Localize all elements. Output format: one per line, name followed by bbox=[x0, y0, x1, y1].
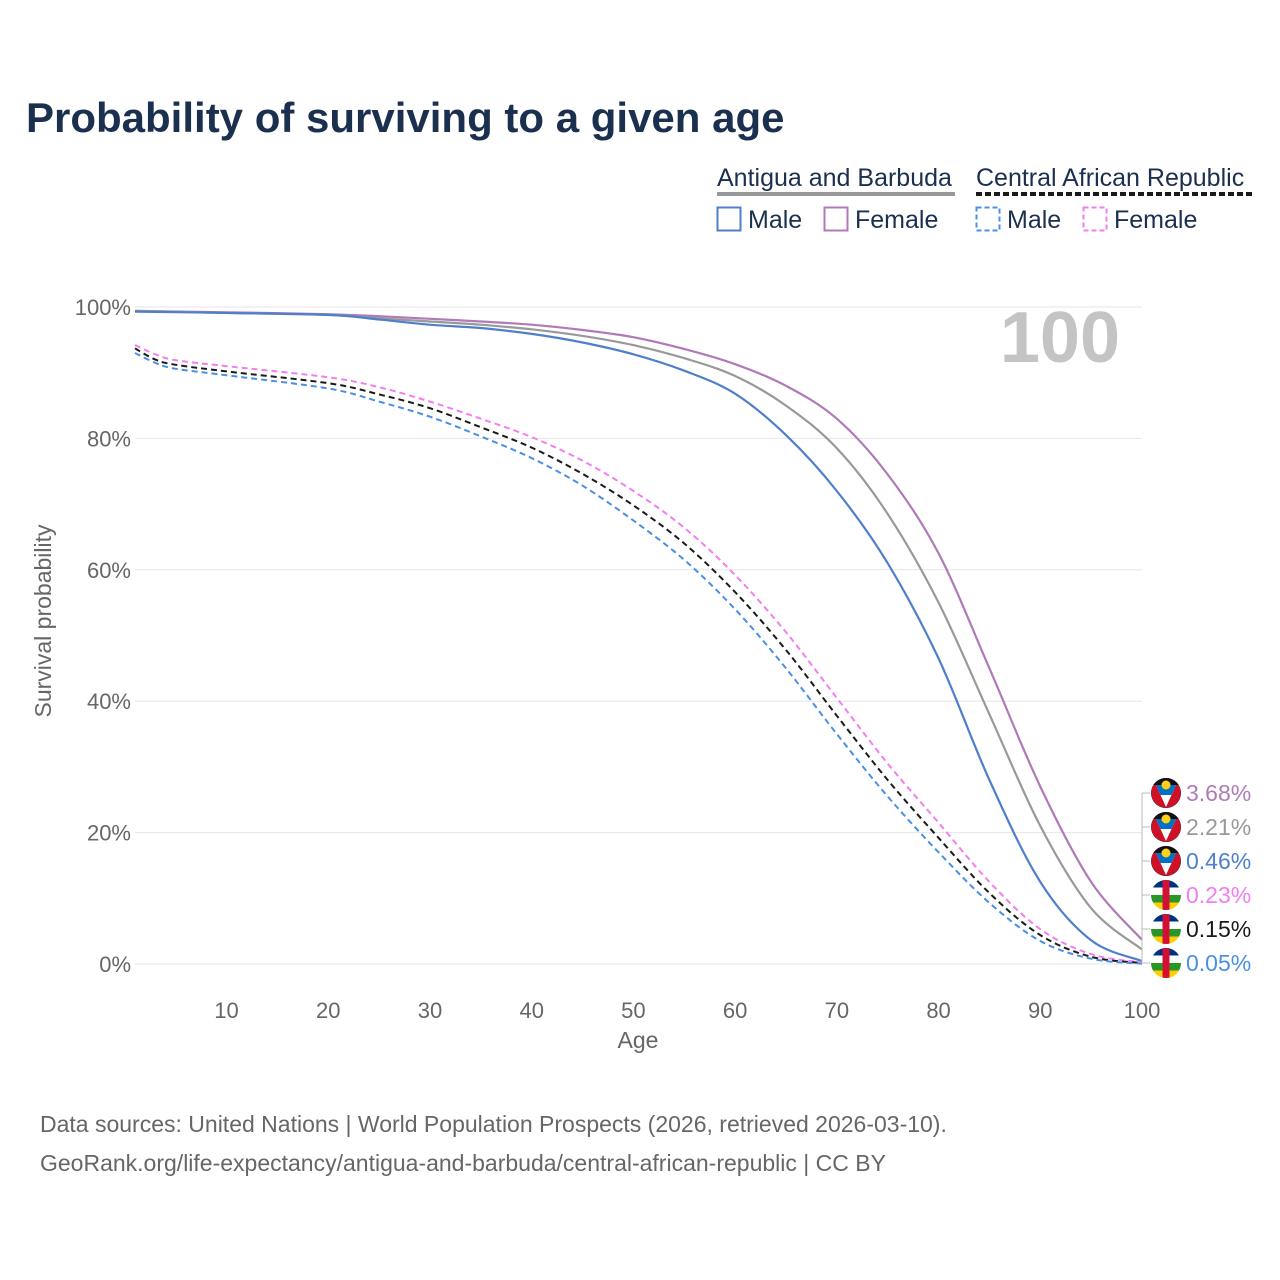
legend-label-ab-male[interactable]: Male bbox=[748, 206, 802, 234]
x-tick-label: 10 bbox=[214, 998, 238, 1023]
y-axis-ticks: 0% 20% 40% 60% 80% 100% bbox=[75, 295, 131, 977]
end-marker-flag bbox=[1151, 948, 1181, 978]
x-axis-label: Age bbox=[618, 1027, 659, 1053]
end-marker-label: 3.68% bbox=[1186, 780, 1251, 806]
antigua-and-barbuda-flag-icon bbox=[1151, 778, 1181, 808]
end-marker-label: 0.05% bbox=[1186, 950, 1251, 976]
series-line-central-african-republic-total[interactable] bbox=[134, 347, 1143, 964]
series-line-antigua-and-barbuda-total[interactable] bbox=[134, 309, 1143, 951]
x-tick-label: 30 bbox=[418, 998, 442, 1023]
legend-swatch-ab-male[interactable] bbox=[716, 206, 742, 232]
legend-label-car-female[interactable]: Female bbox=[1114, 206, 1197, 234]
y-tick-label: 60% bbox=[87, 558, 131, 583]
legend-swatch-car-female[interactable] bbox=[1082, 206, 1108, 232]
end-marker-flag bbox=[1151, 846, 1181, 876]
y-tick-label: 0% bbox=[99, 952, 131, 977]
x-tick-label: 20 bbox=[316, 998, 340, 1023]
legend-label-ab-female[interactable]: Female bbox=[855, 206, 938, 234]
legend-group-title-2: Central African Republic bbox=[976, 164, 1244, 192]
flag-sun bbox=[1161, 848, 1171, 858]
series-line-antigua-and-barbuda-male[interactable] bbox=[134, 310, 1143, 963]
footer-sources: Data sources: United Nations | World Pop… bbox=[40, 1111, 947, 1137]
y-axis-label: Survival probability bbox=[30, 524, 56, 718]
end-markers: 3.68% 2.21% 0.46% 0.23% 0.15% 0.05% bbox=[1141, 778, 1251, 978]
legend-swatch-car-male[interactable] bbox=[975, 206, 1001, 232]
x-axis-ticks: 10 20 30 40 50 60 70 80 90 100 bbox=[214, 998, 1160, 1023]
x-tick-label: 40 bbox=[519, 998, 543, 1023]
central-african-republic-flag-icon bbox=[1151, 880, 1181, 910]
y-tick-label: 40% bbox=[87, 689, 131, 714]
x-tick-label: 80 bbox=[926, 998, 950, 1023]
age-marker: 100 bbox=[1000, 298, 1120, 378]
end-marker-label: 0.15% bbox=[1186, 916, 1251, 942]
x-tick-label: 70 bbox=[825, 998, 849, 1023]
end-marker-label: 0.46% bbox=[1186, 848, 1251, 874]
flag-sun bbox=[1161, 780, 1171, 790]
series-line-antigua-and-barbuda-female[interactable] bbox=[134, 309, 1143, 941]
legend: Antigua and Barbuda Central African Repu… bbox=[716, 164, 1254, 234]
series-line-central-african-republic-female[interactable] bbox=[134, 344, 1143, 964]
flag-sun bbox=[1161, 814, 1171, 824]
end-marker-flag bbox=[1151, 812, 1181, 842]
x-tick-label: 50 bbox=[621, 998, 645, 1023]
series-line-central-african-republic-male[interactable] bbox=[134, 352, 1143, 965]
footer-link[interactable]: GeoRank.org/life-expectancy/antigua-and-… bbox=[40, 1150, 886, 1176]
flag-red-band bbox=[1162, 948, 1170, 978]
legend-group-title-1: Antigua and Barbuda bbox=[717, 164, 952, 192]
y-tick-label: 80% bbox=[87, 426, 131, 451]
flag-red-band bbox=[1162, 914, 1170, 944]
end-marker-flag bbox=[1151, 914, 1181, 944]
y-tick-label: 100% bbox=[75, 295, 131, 320]
x-tick-label: 60 bbox=[723, 998, 747, 1023]
series-lines bbox=[134, 309, 1143, 965]
legend-label-car-male[interactable]: Male bbox=[1007, 206, 1061, 234]
y-tick-label: 20% bbox=[87, 821, 131, 846]
central-african-republic-flag-icon bbox=[1151, 948, 1181, 978]
end-marker-flag bbox=[1151, 778, 1181, 808]
flag-red-band bbox=[1162, 880, 1170, 910]
x-tick-label: 100 bbox=[1124, 998, 1161, 1023]
end-marker-label: 0.23% bbox=[1186, 882, 1251, 908]
legend-swatch-ab-female[interactable] bbox=[823, 206, 849, 232]
gridlines bbox=[135, 306, 1142, 965]
antigua-and-barbuda-flag-icon bbox=[1151, 812, 1181, 842]
chart-title: Probability of surviving to a given age bbox=[26, 94, 784, 141]
end-marker-label: 2.21% bbox=[1186, 814, 1251, 840]
end-marker-flag bbox=[1151, 880, 1181, 910]
antigua-and-barbuda-flag-icon bbox=[1151, 846, 1181, 876]
central-african-republic-flag-icon bbox=[1151, 914, 1181, 944]
x-tick-label: 90 bbox=[1028, 998, 1052, 1023]
